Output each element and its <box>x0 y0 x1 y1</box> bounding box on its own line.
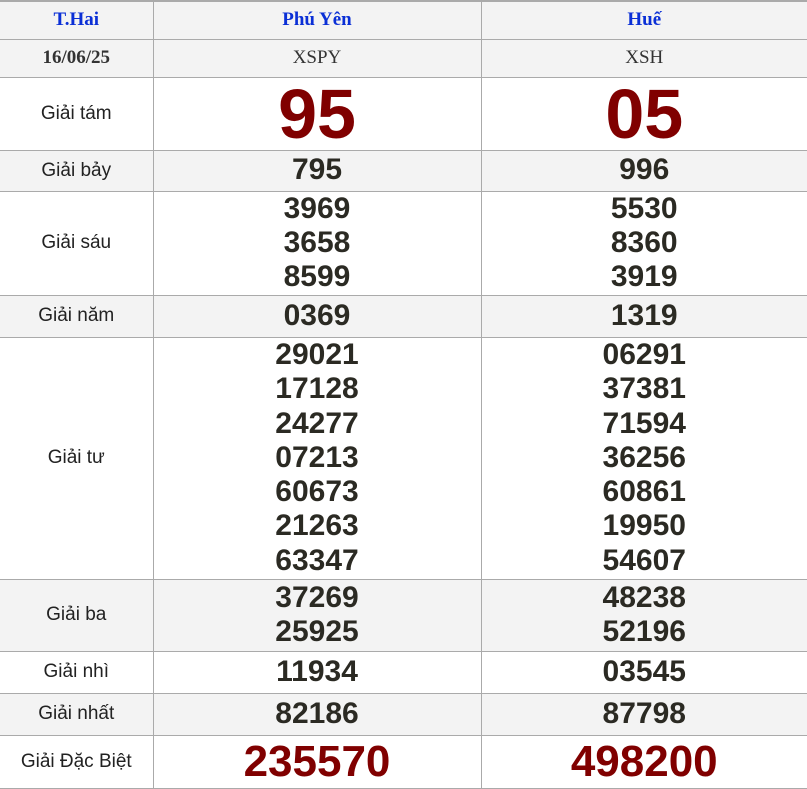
prize-label: Giải nhì <box>0 650 154 694</box>
prize-cell: 87798 <box>480 692 807 736</box>
prize-cell: 3969 3658 8599 <box>152 190 482 296</box>
prize-number: 3919 <box>610 260 678 294</box>
prize-number: 3969 <box>283 191 351 225</box>
prize-number: 29021 <box>275 337 359 371</box>
prize-number: 8599 <box>283 260 351 294</box>
prize-number: 07213 <box>275 440 359 474</box>
prize-number: 95 <box>278 74 356 153</box>
province-header-phu-yen[interactable]: Phú Yên <box>152 0 482 40</box>
prize-number: 60861 <box>602 475 686 509</box>
prize-cell: 498200 <box>480 734 807 789</box>
prize-row-giai-tam: Giải tám 95 05 <box>0 74 807 153</box>
prize-number: 25925 <box>275 615 359 648</box>
prize-number: 71594 <box>602 406 686 440</box>
prize-number: 5530 <box>610 191 678 225</box>
prize-number: 06291 <box>602 337 686 371</box>
prize-cell: 5530 8360 3919 <box>480 190 807 296</box>
prize-number: 3658 <box>283 225 351 259</box>
prize-label: Giải nhất <box>0 692 154 736</box>
prize-row-giai-ba: Giải ba 37269 25925 48238 52196 <box>0 578 807 652</box>
prize-cell: 05 <box>480 74 807 153</box>
prize-number: 03545 <box>602 654 686 688</box>
prize-number: 87798 <box>602 696 686 730</box>
date-row: 16/06/25 XSPY XSH <box>0 38 807 78</box>
prize-number: 37381 <box>602 372 686 406</box>
prize-cell: 235570 <box>152 734 482 789</box>
prize-row-giai-sau: Giải sáu 3969 3658 8599 5530 8360 3919 <box>0 190 807 296</box>
prize-number: 82186 <box>275 696 359 730</box>
prize-cell: 37269 25925 <box>152 578 482 652</box>
prize-number: 19950 <box>602 509 686 543</box>
prize-number: 17128 <box>275 372 359 406</box>
prize-cell: 82186 <box>152 692 482 736</box>
prize-cell: 29021 17128 24277 07213 60673 21263 63347 <box>152 336 482 580</box>
prize-row-giai-tu: Giải tư 29021 17128 24277 07213 60673 21263 633… <box>0 336 807 580</box>
prize-cell: 0369 <box>152 294 482 338</box>
prize-label: Giải tư <box>0 336 154 580</box>
prize-label: Giải bảy <box>0 149 154 192</box>
header-row: T.Hai Phú Yên Huế <box>0 0 807 40</box>
prize-row-giai-nhi: Giải nhì 11934 03545 <box>0 650 807 694</box>
prize-label: Giải tám <box>0 76 154 151</box>
prize-cell: 1319 <box>480 294 807 338</box>
prize-label: Giải sáu <box>0 190 154 296</box>
prize-row-giai-nhat: Giải nhất 82186 87798 <box>0 692 807 736</box>
prize-number: 36256 <box>602 440 686 474</box>
prize-number: 05 <box>605 74 684 153</box>
prize-cell: 03545 <box>480 650 807 694</box>
prize-cell: 06291 37381 71594 36256 60861 19950 54607 <box>480 336 807 580</box>
prize-number: 24277 <box>275 406 359 440</box>
prize-number: 498200 <box>570 736 718 786</box>
prize-number: 48238 <box>602 580 686 614</box>
prize-number: 21263 <box>275 509 359 543</box>
prize-number: 37269 <box>275 580 359 614</box>
prize-label: Giải năm <box>0 294 154 338</box>
prize-cell: 95 <box>152 74 482 153</box>
prize-row-giai-nam: Giải năm 0369 1319 <box>0 294 807 338</box>
prize-number: 54607 <box>602 543 686 577</box>
prize-number: 235570 <box>243 736 391 786</box>
province-header-hue[interactable]: Huế <box>480 0 807 40</box>
prize-cell: 996 <box>480 149 807 192</box>
prize-row-giai-dac-biet: Giải Đặc Biệt 235570 498200 <box>0 734 807 789</box>
day-header: T.Hai <box>0 0 154 40</box>
prize-cell: 795 <box>152 149 482 192</box>
prize-number: 996 <box>619 153 670 187</box>
prize-number: 795 <box>291 153 343 187</box>
prize-cell: 11934 <box>152 650 482 694</box>
prize-number: 60673 <box>275 475 359 509</box>
prize-row-giai-bay: Giải bảy 795 996 <box>0 149 807 192</box>
province-code: XSH <box>480 38 807 78</box>
prize-number: 8360 <box>610 225 678 259</box>
prize-cell: 48238 52196 <box>480 578 807 652</box>
prize-label: Giải Đặc Biệt <box>0 734 154 789</box>
prize-number: 11934 <box>276 654 358 688</box>
prize-number: 1319 <box>610 298 678 332</box>
prize-number: 0369 <box>283 298 351 332</box>
draw-date: 16/06/25 <box>0 38 154 78</box>
prize-label: Giải ba <box>0 578 154 652</box>
prize-number: 52196 <box>602 615 686 648</box>
prize-number: 63347 <box>275 543 359 577</box>
province-code: XSPY <box>152 38 482 78</box>
